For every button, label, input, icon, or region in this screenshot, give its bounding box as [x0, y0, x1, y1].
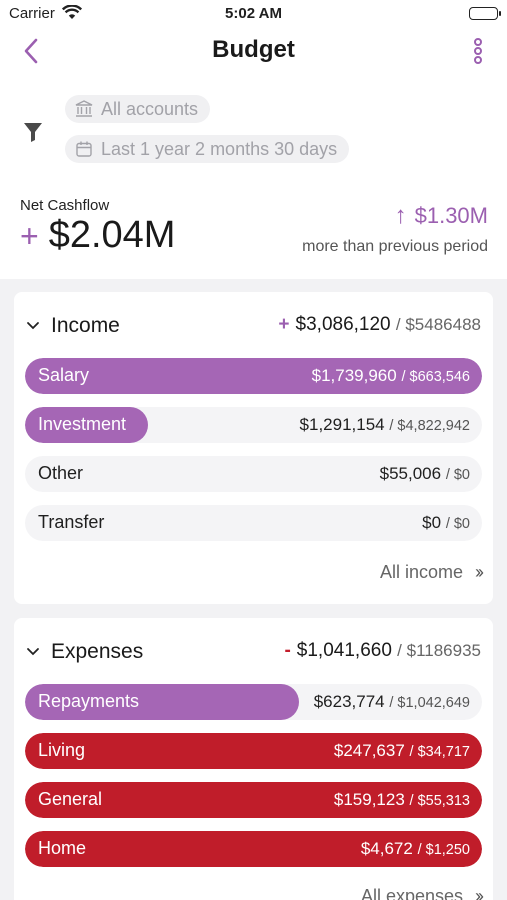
income-header[interactable]: Income + $3,086,120 / $5486488 — [14, 292, 493, 358]
expenses-totals: - $1,041,660 / $1186935 — [284, 640, 481, 662]
battery-icon — [469, 7, 501, 20]
progress-bar — [25, 831, 482, 867]
income-row-transfer[interactable]: Transfer $0 / $0 — [25, 505, 482, 541]
category-amount: $1,291,154 — [299, 415, 385, 434]
cashflow-delta-note: more than previous period — [302, 238, 488, 255]
chevron-left-icon[interactable] — [22, 36, 46, 66]
chevron-down-icon[interactable] — [26, 318, 40, 330]
category-label: Living — [38, 740, 86, 760]
category-label: Other — [38, 463, 84, 483]
period-filter-chip[interactable]: Last 1 year 2 months 30 days — [65, 135, 350, 163]
category-budget: / $55,313 — [409, 793, 470, 809]
arrow-up-icon: ↑ — [394, 202, 407, 229]
progress-bar — [25, 782, 482, 818]
status-bar: Carrier 5:02 AM — [0, 0, 507, 30]
wifi-icon — [61, 4, 83, 24]
income-title: Income — [51, 314, 120, 337]
cashflow-delta-value: $1.30M — [414, 203, 488, 228]
category-label: Repayments — [38, 691, 140, 711]
accounts-filter-label: All accounts — [101, 99, 199, 119]
net-cashflow-amount: $2.04M — [48, 214, 176, 256]
all-expenses-link[interactable]: All expenses ›› — [360, 886, 484, 900]
double-chevron-right-icon: ›› — [475, 562, 484, 582]
income-total: $3,086,120 — [295, 314, 391, 335]
category-values: $1,291,154 / $4,822,942 — [300, 415, 470, 435]
category-budget: / $1,250 — [417, 842, 470, 858]
progress-bar — [25, 733, 482, 769]
period-filter-label: Last 1 year 2 months 30 days — [101, 139, 338, 159]
more-vertical-icon[interactable] — [471, 38, 485, 66]
net-cashflow-label: Net Cashflow — [20, 197, 110, 214]
nav-bar: Budget — [0, 30, 507, 74]
category-budget: / $34,717 — [409, 744, 470, 760]
category-amount: $159,123 — [333, 790, 405, 809]
category-budget: / $663,546 — [401, 369, 470, 385]
category-values: $159,123 / $55,313 — [334, 790, 470, 810]
expenses-sign: - — [284, 640, 291, 661]
cashflow-delta: ↑ $1.30M — [395, 202, 488, 230]
category-budget: / $4,822,942 — [389, 418, 470, 434]
income-card: Income + $3,086,120 / $5486488 Salary $1,… — [14, 292, 493, 604]
income-budget: / $5486488 — [395, 315, 481, 334]
accounts-filter-chip[interactable]: All accounts — [65, 95, 211, 123]
progress-bar — [25, 358, 482, 394]
expense-row-home[interactable]: Home $4,672 / $1,250 — [25, 831, 482, 867]
chevron-down-icon[interactable] — [26, 644, 40, 656]
double-chevron-right-icon: ›› — [475, 886, 484, 900]
category-amount: $0 — [422, 513, 442, 532]
progress-bar — [25, 407, 148, 443]
income-row-other[interactable]: Other $55,006 / $0 — [25, 456, 482, 492]
expense-row-general[interactable]: General $159,123 / $55,313 — [25, 782, 482, 818]
category-amount: $4,672 — [360, 839, 413, 858]
all-income-label: All income — [379, 562, 463, 582]
expense-row-repayments[interactable]: Repayments $623,774 / $1,042,649 — [25, 684, 482, 720]
category-values: $4,672 / $1,250 — [361, 839, 470, 859]
category-label: Salary — [38, 365, 90, 385]
bank-icon — [75, 98, 93, 117]
clock: 5:02 AM — [225, 5, 282, 22]
calendar-icon — [75, 138, 93, 157]
category-label: General — [38, 789, 103, 809]
carrier-label: Carrier — [9, 5, 55, 22]
expenses-card: Expenses - $1,041,660 / $1186935 Repaymen… — [14, 618, 493, 900]
category-values: $247,637 / $34,717 — [334, 741, 470, 761]
category-values: $1,739,960 / $663,546 — [312, 366, 470, 386]
all-income-link[interactable]: All income ›› — [379, 562, 484, 583]
filter-icon[interactable] — [23, 121, 43, 143]
expenses-title: Expenses — [51, 640, 144, 663]
category-values: $55,006 / $0 — [380, 464, 470, 484]
category-amount: $247,637 — [333, 741, 405, 760]
category-label: Transfer — [38, 512, 105, 532]
category-budget: / $1,042,649 — [389, 695, 470, 711]
income-row-salary[interactable]: Salary $1,739,960 / $663,546 — [25, 358, 482, 394]
category-values: $0 / $0 — [422, 513, 470, 533]
category-amount: $623,774 — [313, 692, 385, 711]
expense-row-living[interactable]: Living $247,637 / $34,717 — [25, 733, 482, 769]
net-cashflow-sign: + — [20, 218, 39, 254]
page-title: Budget — [212, 36, 295, 63]
category-amount: $1,739,960 — [311, 366, 397, 385]
category-label: Investment — [38, 414, 127, 434]
category-budget: / $0 — [445, 516, 470, 532]
category-label: Home — [38, 838, 87, 858]
category-amount: $55,006 — [379, 464, 442, 483]
expenses-budget: / $1186935 — [397, 641, 481, 660]
income-row-investment[interactable]: Investment $1,291,154 / $4,822,942 — [25, 407, 482, 443]
expenses-total: $1,041,660 — [296, 640, 392, 661]
net-cashflow-value: + $2.04M — [20, 214, 175, 257]
category-values: $623,774 / $1,042,649 — [314, 692, 470, 712]
income-totals: + $3,086,120 / $5486488 — [278, 314, 481, 336]
expenses-header[interactable]: Expenses - $1,041,660 / $1186935 — [14, 618, 493, 684]
progress-bar — [25, 684, 299, 720]
all-expenses-label: All expenses — [360, 886, 463, 900]
category-budget: / $0 — [445, 467, 470, 483]
income-sign: + — [278, 314, 290, 335]
